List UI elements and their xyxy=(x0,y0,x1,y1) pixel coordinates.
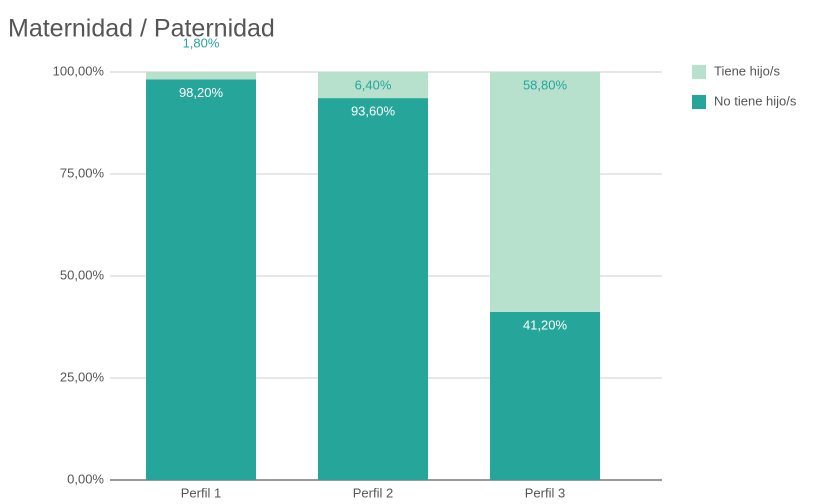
x-tick-label: Perfil 2 xyxy=(353,485,393,500)
data-label: 93,60% xyxy=(351,104,396,119)
legend-label: No tiene hijo/s xyxy=(714,93,797,108)
x-tick-label: Perfil 1 xyxy=(181,485,221,500)
x-tick-label: Perfil 3 xyxy=(525,485,565,500)
bar-segment xyxy=(318,72,428,99)
chart-title: Maternidad / Paternidad xyxy=(8,15,275,43)
bar-segment xyxy=(318,98,428,480)
legend-label: Tiene hijo/s xyxy=(714,63,780,78)
y-tick-label: 25,00% xyxy=(60,369,105,384)
y-tick-label: 50,00% xyxy=(60,267,105,282)
legend-swatch xyxy=(692,65,706,79)
bar-segment xyxy=(146,79,256,481)
data-label: 98,20% xyxy=(179,85,224,100)
y-tick-label: 75,00% xyxy=(60,165,105,180)
data-label: 1,80% xyxy=(183,35,220,50)
y-tick-label: 100,00% xyxy=(53,63,105,78)
bar-segment xyxy=(146,72,256,80)
y-tick-label: 0,00% xyxy=(67,471,104,486)
data-label: 6,40% xyxy=(355,77,392,92)
legend-swatch xyxy=(692,95,706,109)
data-label: 41,20% xyxy=(523,317,568,332)
bar-segment xyxy=(490,72,600,312)
bar-segment xyxy=(490,311,600,480)
data-label: 58,80% xyxy=(523,77,568,92)
